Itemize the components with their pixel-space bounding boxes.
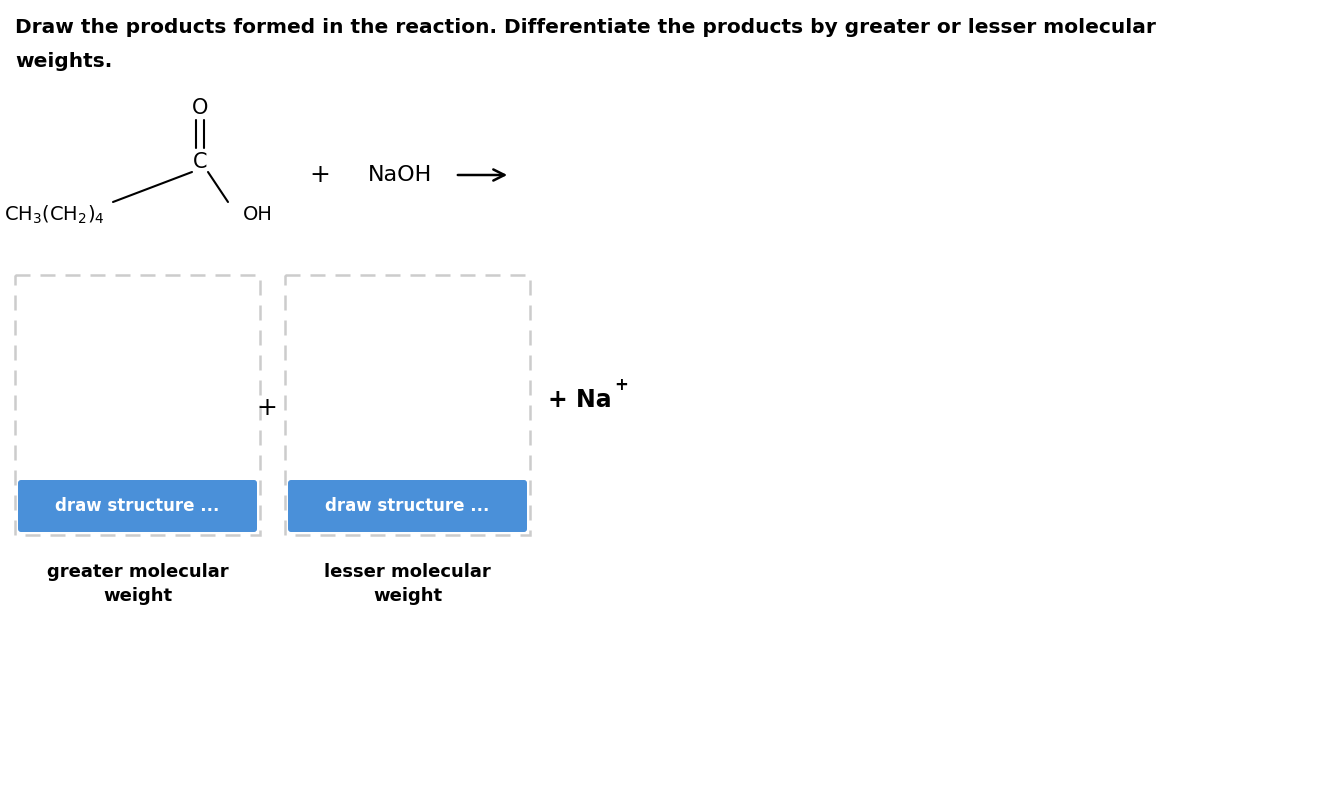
- Text: +: +: [310, 163, 330, 187]
- Text: O: O: [192, 98, 208, 118]
- Text: +: +: [615, 376, 628, 394]
- Text: CH$_3$(CH$_2$)$_4$: CH$_3$(CH$_2$)$_4$: [4, 204, 105, 226]
- FancyBboxPatch shape: [289, 480, 527, 532]
- Text: Draw the products formed in the reaction. Differentiate the products by greater : Draw the products formed in the reaction…: [15, 18, 1155, 37]
- Text: + Na: + Na: [548, 388, 612, 412]
- Text: +: +: [256, 396, 278, 420]
- Text: lesser molecular
weight: lesser molecular weight: [325, 563, 491, 604]
- Text: draw structure ...: draw structure ...: [55, 497, 220, 515]
- Text: greater molecular
weight: greater molecular weight: [47, 563, 228, 604]
- FancyBboxPatch shape: [17, 480, 258, 532]
- Text: C: C: [193, 152, 207, 172]
- Text: weights.: weights.: [15, 52, 113, 71]
- Text: NaOH: NaOH: [368, 165, 432, 185]
- Text: draw structure ...: draw structure ...: [325, 497, 490, 515]
- Text: OH: OH: [243, 205, 272, 225]
